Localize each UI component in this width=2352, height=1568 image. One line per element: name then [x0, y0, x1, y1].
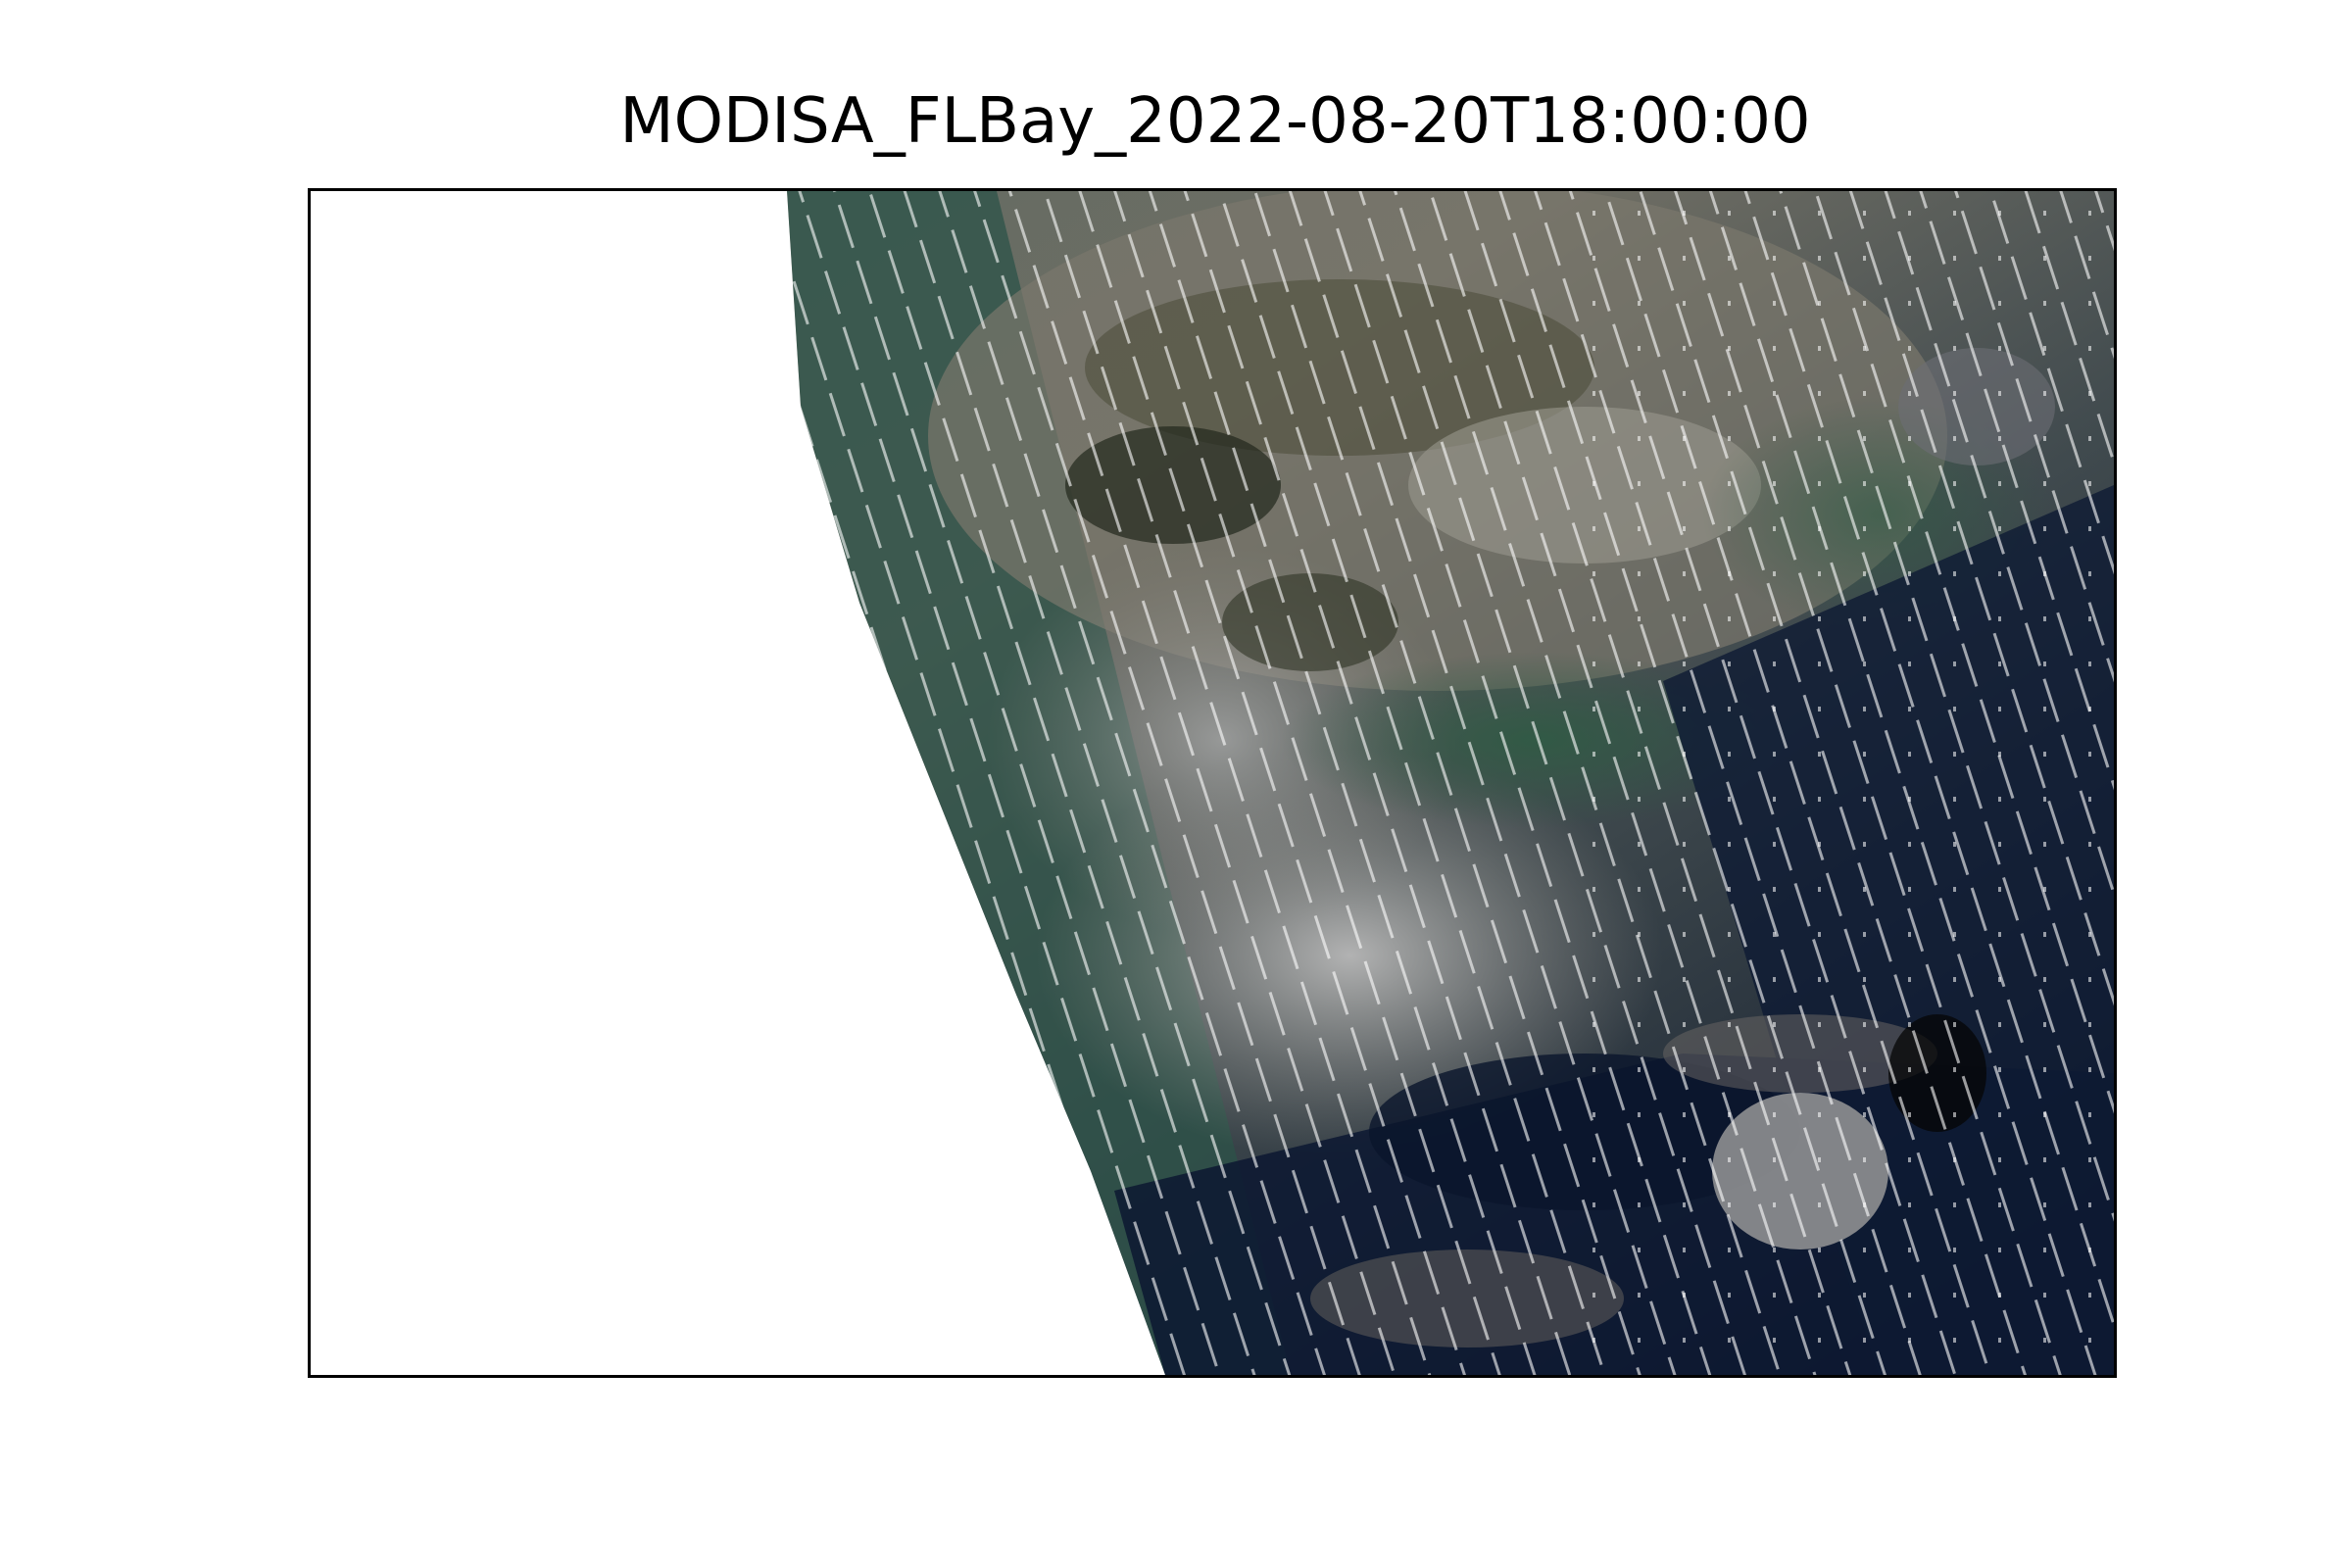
image-axes [308, 188, 2117, 1378]
satellite-swath [787, 191, 2114, 1375]
plot-title: MODISA_FLBay_2022-08-20T18:00:00 [619, 85, 1811, 158]
swath-imagery [787, 191, 2114, 1375]
